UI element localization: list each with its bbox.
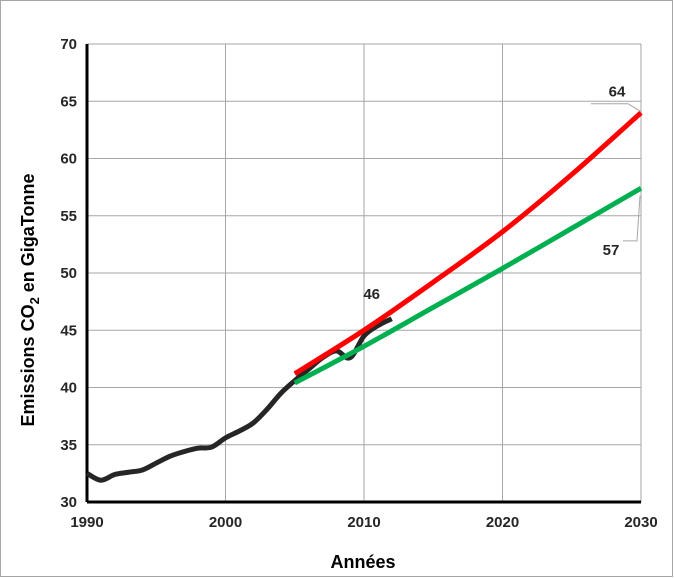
series-line-projection-high [293, 110, 643, 376]
x-tick-label-2010: 2010 [347, 514, 380, 531]
y-tick-label-65: 65 [60, 93, 77, 110]
x-tick-label-2000: 2000 [209, 514, 242, 531]
data-label-46: 46 [363, 286, 380, 303]
series-line-projection-low [293, 186, 643, 386]
y-tick-label-70: 70 [60, 36, 77, 53]
leader-line-57 [623, 195, 641, 242]
x-tick-label-1990: 1990 [70, 514, 103, 531]
y-tick-label-30: 30 [60, 494, 77, 511]
y-tick-label-45: 45 [60, 322, 77, 339]
tick-labels: 30 35 40 45 50 55 60 65 70 1990 2000 2010 2020 2030 [60, 36, 657, 531]
y-axis-title-main: Emissions CO [18, 304, 38, 426]
axes [85, 44, 641, 504]
y-tick-label-50: 50 [60, 265, 77, 282]
y-tick-label-60: 60 [60, 151, 77, 168]
y-tick-label-40: 40 [60, 380, 77, 397]
y-axis-title-rest: en GigaTonne [18, 174, 38, 298]
y-axis-title: Emissions CO2 en GigaTonne [18, 174, 42, 427]
data-label-57: 57 [603, 242, 620, 259]
annotations: 46 64 57 [363, 84, 642, 303]
y-axis-title-subscript: 2 [27, 297, 42, 304]
grid [87, 43, 642, 502]
x-tick-label-2030: 2030 [624, 514, 657, 531]
x-tick-label-2020: 2020 [486, 514, 519, 531]
y-tick-label-35: 35 [60, 437, 77, 454]
x-axis-title: Années [330, 552, 395, 572]
data-label-64: 64 [609, 84, 626, 101]
y-tick-label-55: 55 [60, 208, 77, 225]
series [85, 110, 643, 483]
leader-line-64 [591, 103, 642, 113]
series-line-historical [85, 316, 393, 483]
